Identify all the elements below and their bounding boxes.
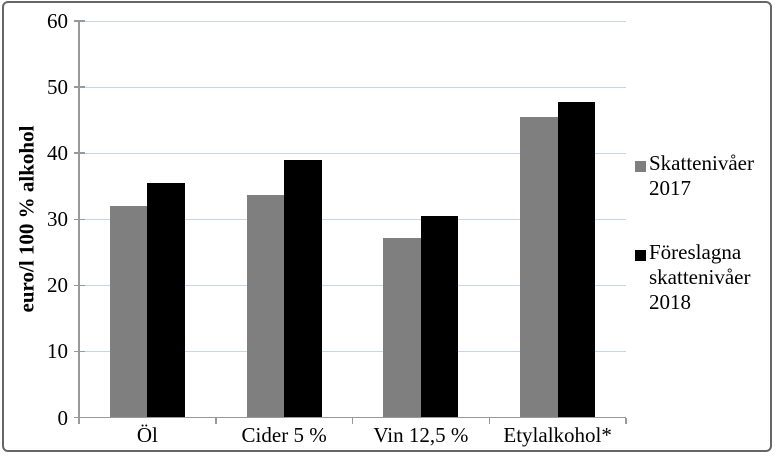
- x-axis-tick: [78, 417, 80, 424]
- bar-series0-Etylalkohol*: [520, 116, 558, 418]
- bar-series0-Vin 12,5 %: [383, 238, 421, 418]
- legend-marker-2018-icon: [635, 250, 646, 261]
- y-tick-label: 30: [47, 207, 68, 232]
- gridline: [79, 350, 626, 352]
- legend-marker-2017-icon: [635, 161, 646, 172]
- y-tick-label: 20: [47, 273, 68, 298]
- bar-series0-Öl: [109, 206, 148, 418]
- bar-series1-Etylalkohol*: [557, 101, 596, 418]
- x-axis-tick: [488, 417, 490, 424]
- gridline: [79, 218, 626, 220]
- y-tick-label: 10: [47, 339, 68, 364]
- bar-series0-Cider 5 %: [246, 194, 285, 418]
- bar-series1-Cider 5 %: [284, 159, 322, 418]
- gridline: [79, 284, 626, 286]
- x-category-label: Cider 5 %: [241, 423, 327, 447]
- x-category-label: Öl: [136, 423, 158, 447]
- x-axis-tick: [215, 417, 217, 424]
- legend-label-2018: Föreslagna skattenivåer 2018: [649, 240, 751, 314]
- x-axis-tick: [351, 417, 354, 424]
- x-axis-line: [79, 416, 626, 419]
- gridline: [79, 152, 626, 154]
- bar-series1-Öl: [147, 182, 185, 418]
- y-tick-label: 40: [47, 141, 68, 166]
- y-tick-label: 0: [57, 405, 69, 430]
- x-category-label: Vin 12,5 %: [373, 423, 469, 447]
- x-axis-tick: [625, 417, 627, 424]
- gridline: [79, 20, 626, 22]
- y-tick-label: 60: [47, 9, 68, 33]
- bar-series1-Vin 12,5 %: [420, 215, 459, 418]
- y-tick-label: 50: [47, 75, 68, 100]
- gridline: [79, 86, 626, 88]
- legend-entry-2018: Föreslagna skattenivåer 2018: [635, 240, 775, 315]
- legend-label-2017: Skattenivåer 2017: [649, 151, 754, 200]
- x-category-label: Etylalkohol*: [503, 423, 612, 447]
- legend-entry-2017: Skattenivåer 2017: [635, 151, 775, 201]
- y-axis-line: [78, 21, 80, 418]
